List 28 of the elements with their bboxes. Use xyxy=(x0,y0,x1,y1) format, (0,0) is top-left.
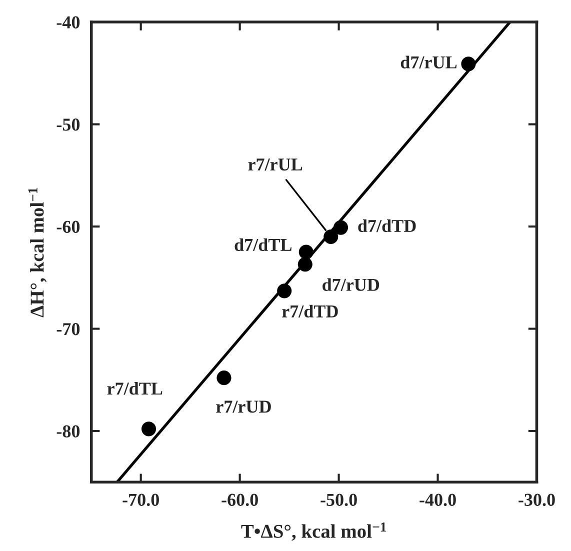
annotation: d7/rUL xyxy=(400,56,457,68)
x-tick-label: -30.0 xyxy=(518,494,555,506)
y-tick-label: -70 xyxy=(56,323,80,336)
annotation: r7/dTL xyxy=(107,382,162,395)
point xyxy=(216,370,232,386)
point xyxy=(141,422,156,436)
y-tick-label: -40 xyxy=(56,16,80,28)
y-axis-title: ΔH°, kcal mol$^{−1}$ xyxy=(28,188,47,318)
point xyxy=(298,244,314,260)
x-tick-label: -50.0 xyxy=(320,494,357,506)
x-tick-label: -40.0 xyxy=(420,494,456,506)
point xyxy=(461,56,476,72)
annotation: r7/rUL xyxy=(248,158,302,171)
x-tick-label: -60.0 xyxy=(222,494,258,506)
annotation: r7/dTD xyxy=(282,304,338,318)
point xyxy=(333,220,348,235)
annotation: d7/dTD xyxy=(358,219,416,232)
y-tick-label: -80 xyxy=(56,425,80,438)
y-tick-label: -50 xyxy=(56,118,80,131)
point xyxy=(277,284,292,298)
point xyxy=(298,257,312,272)
x-axis-title: T•ΔS°, kcal mol$^{−1}$ xyxy=(241,522,386,541)
point xyxy=(324,229,338,244)
x-tick-label: -70.0 xyxy=(122,494,159,506)
annotation: d7/rUD xyxy=(322,278,380,291)
annotation: r7/rUD xyxy=(216,400,271,413)
annotation: d7/dTL xyxy=(234,238,292,252)
y-tick-label: -60 xyxy=(56,220,80,233)
